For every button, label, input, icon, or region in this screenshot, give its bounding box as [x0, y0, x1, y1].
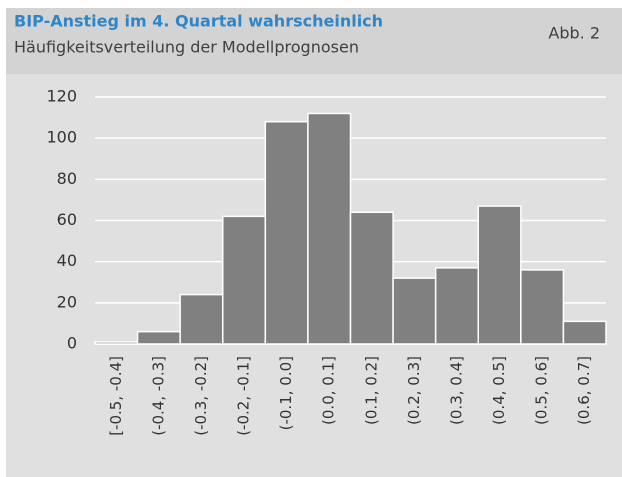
y-tick-label: 0 [67, 334, 77, 353]
bar [222, 215, 267, 345]
x-tick-label: (0.0, 0.1] [320, 356, 338, 425]
figure-number: Abb. 2 [548, 24, 600, 43]
x-tick-label: (-0.4, -0.3] [149, 356, 167, 436]
bar [264, 120, 309, 345]
bar [136, 330, 181, 345]
chart-subtitle: Häufigkeitsverteilung der Modellprognose… [14, 38, 359, 57]
bar [392, 277, 437, 345]
header-band [6, 8, 622, 74]
bar [179, 293, 224, 345]
y-tick-label: 120 [46, 87, 77, 106]
x-tick-label: (-0.1, 0.0] [277, 356, 295, 430]
bar [477, 205, 522, 345]
x-tick-label: (0.3, 0.4] [447, 356, 465, 425]
bar [307, 112, 352, 345]
bar [520, 269, 565, 345]
y-tick-label: 40 [57, 251, 77, 270]
y-tick-label: 20 [57, 292, 77, 311]
x-tick-label: (0.4, 0.5] [490, 356, 508, 425]
bar [349, 211, 394, 345]
x-tick-label: (0.6, 0.7] [575, 356, 593, 425]
x-tick-label: (0.5, 0.6] [533, 356, 551, 425]
bar [562, 320, 607, 345]
bar [94, 341, 139, 345]
x-tick-label: (-0.2, -0.1] [235, 356, 253, 436]
bar [434, 267, 479, 345]
y-tick-label: 80 [57, 169, 77, 188]
x-tick-label: (-0.3, -0.2] [192, 356, 210, 436]
x-tick-label: [-0.5, -0.4] [107, 356, 125, 436]
x-tick-label: (0.1, 0.2] [362, 356, 380, 425]
chart-title: BIP-Anstieg im 4. Quartal wahrscheinlich [14, 12, 383, 31]
y-tick-label: 60 [57, 210, 77, 229]
y-tick-label: 100 [46, 128, 77, 147]
x-tick-label: (0.2, 0.3] [405, 356, 423, 425]
